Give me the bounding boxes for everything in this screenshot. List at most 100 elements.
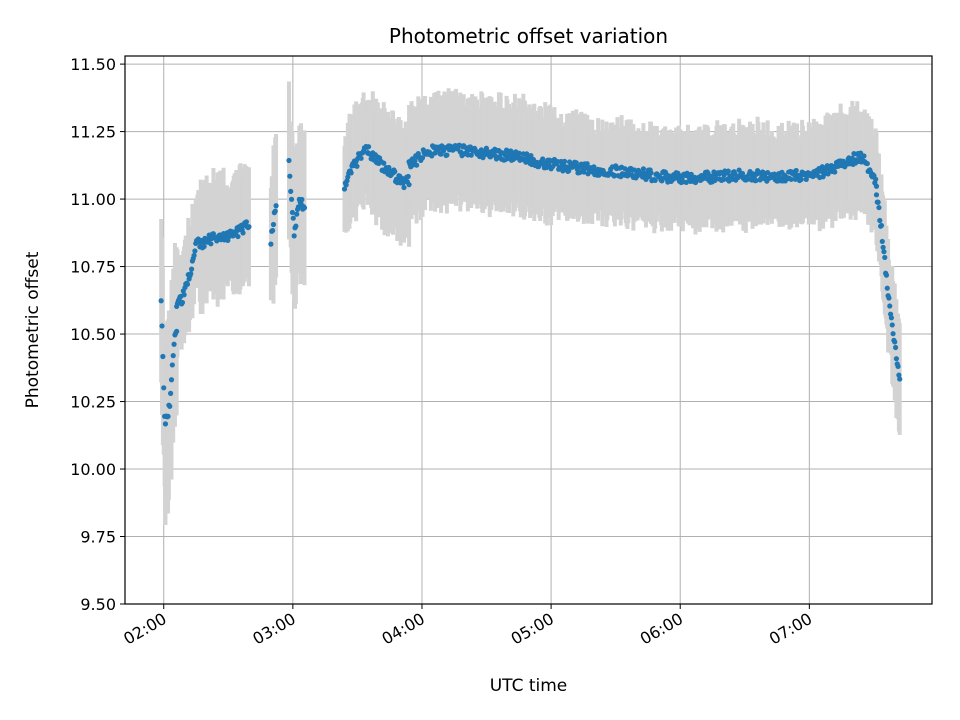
data-point (291, 233, 297, 239)
data-point (886, 295, 892, 301)
data-point (419, 155, 426, 161)
data-point (286, 157, 292, 164)
data-point (892, 344, 899, 351)
data-point (468, 152, 474, 158)
chart-title: Photometric offset variation (389, 24, 668, 48)
data-point (753, 177, 759, 184)
data-point (877, 217, 883, 224)
data-point (591, 164, 597, 170)
y-tick-label: 10.75 (70, 258, 116, 277)
data-point (508, 148, 514, 154)
data-point (832, 169, 838, 175)
y-tick-label: 9.75 (80, 528, 116, 547)
data-point (401, 184, 407, 191)
data-point (293, 223, 299, 229)
data-point (208, 241, 214, 247)
data-point (343, 182, 349, 188)
x-axis-title: UTC time (490, 676, 568, 696)
data-point (881, 249, 887, 255)
plot-frame (124, 55, 933, 605)
data-point (882, 254, 888, 261)
data-point (652, 177, 658, 183)
y-tick-label: 10.25 (70, 393, 116, 412)
data-point (720, 177, 726, 183)
data-point (301, 205, 308, 211)
data-point (864, 160, 870, 167)
data-point (896, 372, 902, 378)
data-point (884, 285, 890, 291)
data-point (561, 158, 568, 164)
data-point (631, 167, 637, 173)
data-point (246, 224, 252, 230)
data-point (167, 403, 173, 409)
data-point (288, 188, 294, 194)
data-point (158, 298, 164, 304)
data-point (169, 362, 175, 368)
data-point (887, 303, 893, 309)
data-point (725, 168, 731, 174)
data-point (358, 155, 364, 161)
data-point (875, 199, 881, 205)
data-point (640, 166, 647, 172)
data-point (895, 363, 901, 369)
y-tick-label: 11.00 (70, 190, 116, 209)
data-point (444, 152, 450, 158)
data-point (365, 144, 372, 150)
data-point (161, 385, 167, 391)
data-point (392, 169, 398, 175)
data-point (893, 356, 899, 362)
data-point (171, 341, 177, 347)
data-point (788, 176, 794, 182)
data-point (191, 252, 197, 259)
data-point (873, 176, 879, 182)
data-point (290, 215, 296, 221)
data-points (158, 142, 903, 427)
data-point (240, 230, 246, 236)
data-point (892, 339, 898, 345)
data-point (341, 186, 348, 192)
data-point (188, 266, 195, 272)
data-point (272, 208, 278, 214)
data-point (566, 168, 572, 174)
data-point (299, 196, 305, 203)
data-point (201, 243, 207, 250)
data-point (573, 160, 579, 166)
data-point (270, 221, 277, 228)
data-point (192, 248, 198, 254)
data-point (873, 183, 880, 189)
data-point (683, 179, 689, 186)
data-point (170, 353, 176, 359)
data-point (880, 244, 886, 250)
y-axis-ticks: 9.50 9.75 10.00 10.25 10.50 10.75 11.00 11.25 11… (70, 55, 125, 614)
data-point (414, 162, 420, 168)
data-point (288, 196, 295, 202)
data-point (160, 353, 166, 360)
data-point (348, 170, 354, 176)
data-point (412, 158, 418, 164)
data-point (798, 176, 804, 183)
data-point (289, 209, 296, 216)
data-point (235, 233, 241, 240)
data-point (354, 163, 360, 169)
data-point (168, 390, 174, 396)
y-tick-label: 9.50 (80, 595, 116, 614)
data-point (405, 173, 411, 180)
data-point (878, 222, 885, 229)
data-point (184, 281, 191, 287)
data-point (876, 204, 882, 211)
data-point (168, 377, 175, 383)
data-point (273, 203, 279, 209)
data-point (584, 161, 590, 167)
y-tick-label: 10.50 (70, 325, 116, 344)
data-point (849, 155, 855, 161)
data-point (243, 219, 250, 225)
data-point (888, 315, 895, 321)
data-point (861, 153, 867, 159)
data-point (268, 241, 274, 247)
data-point (648, 170, 654, 176)
data-point (287, 173, 293, 179)
data-point (181, 292, 187, 298)
data-point (179, 299, 186, 306)
data-point (540, 156, 546, 162)
